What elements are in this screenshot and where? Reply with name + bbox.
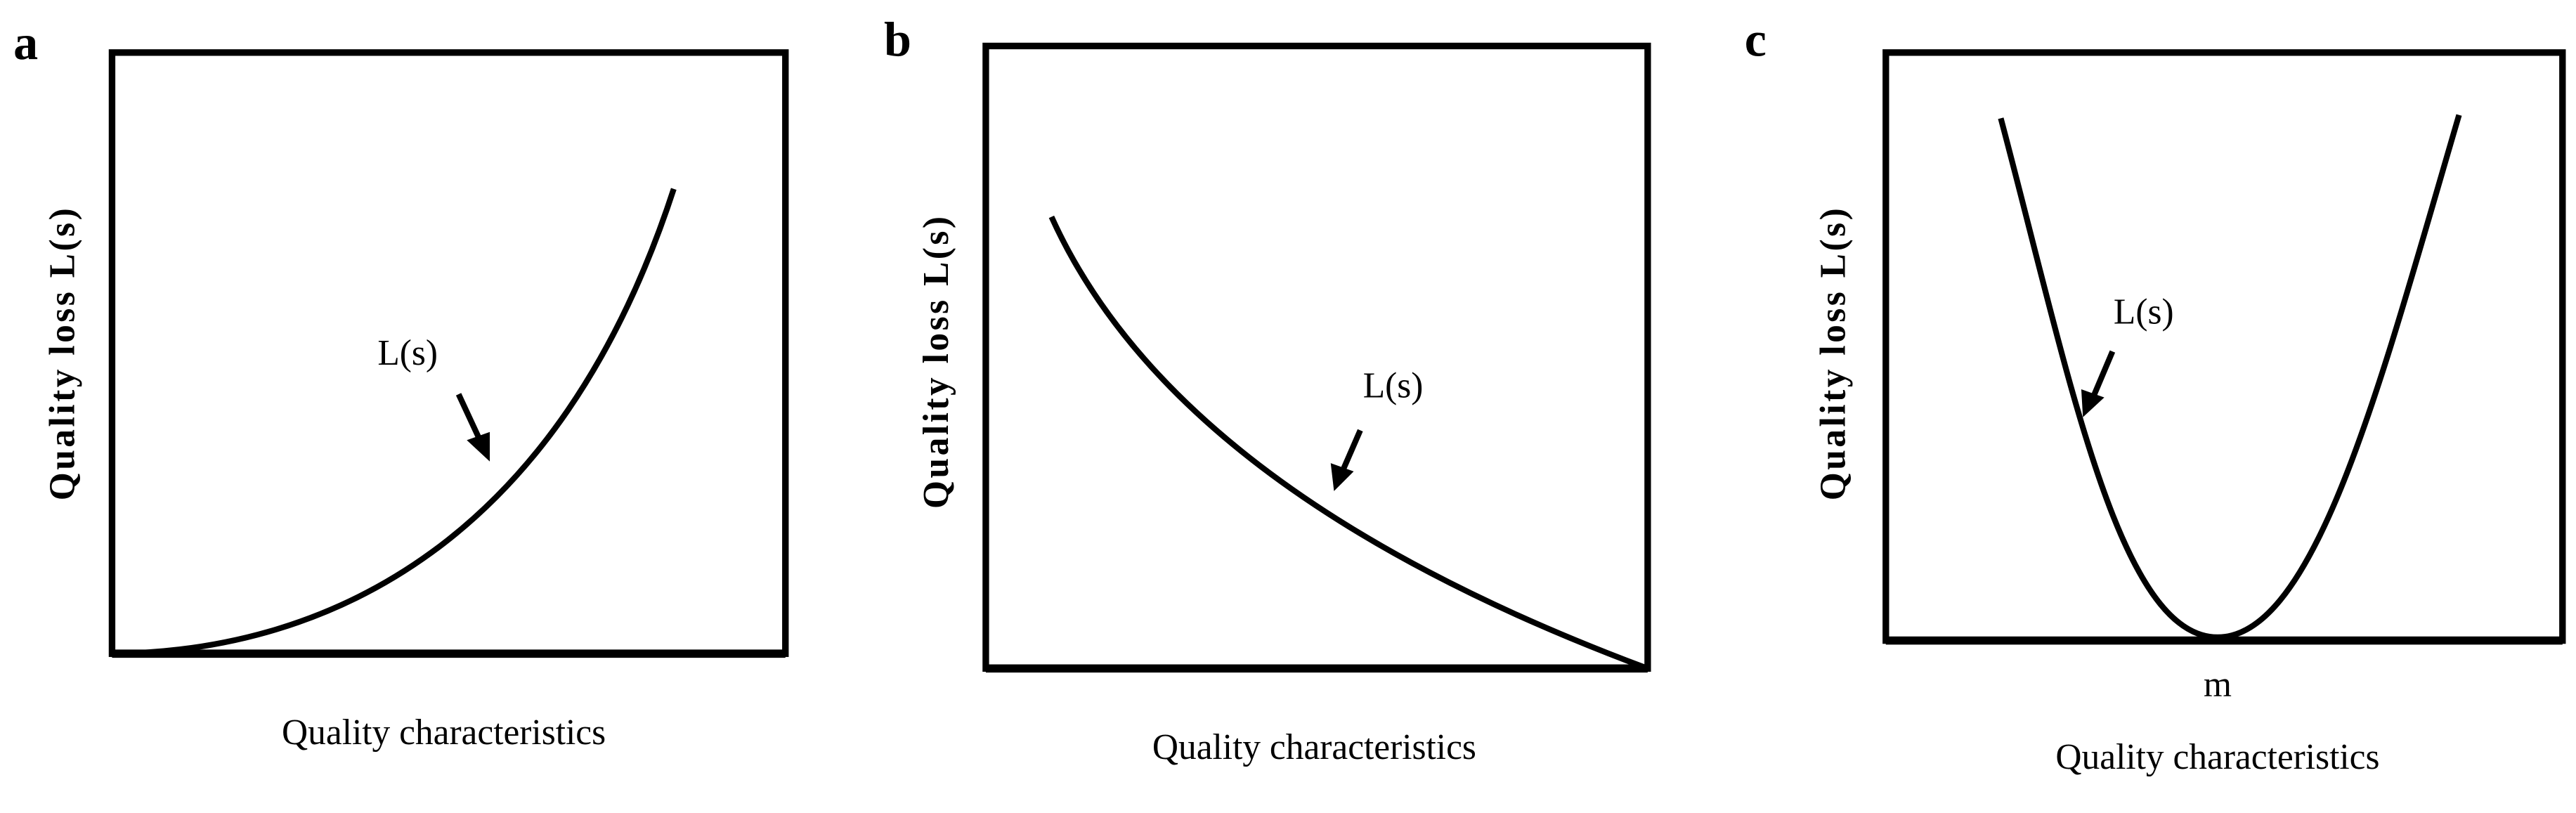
loss-curve <box>1048 215 1649 672</box>
y-axis-label: Quality loss L(s) <box>1813 206 1853 501</box>
curve-label: L(s) <box>377 333 438 373</box>
arrow <box>455 393 483 442</box>
curve-label: L(s) <box>1363 366 1424 406</box>
loss-curve <box>1998 114 2462 640</box>
x-axis-label: Quality characteristics <box>2055 737 2379 777</box>
panel-label: b <box>884 13 911 67</box>
plot-frame <box>108 49 789 657</box>
plot-frame <box>982 42 1651 672</box>
arrow-head <box>2081 389 2105 417</box>
plot-frame <box>1882 49 2566 644</box>
curve-label: L(s) <box>2114 292 2174 332</box>
x-axis-label: Quality characteristics <box>1152 727 1476 767</box>
arrow <box>2091 350 2116 396</box>
arrow-head <box>467 431 490 462</box>
panel-label: a <box>13 16 38 70</box>
loss-curve <box>115 188 677 657</box>
panel-label: c <box>1745 13 1767 67</box>
x-axis-label: Quality characteristics <box>282 713 606 753</box>
y-axis-label: Quality loss L(s) <box>916 214 956 509</box>
arrow <box>1341 429 1363 469</box>
panel-c: c Quality loss L(s) m Quality characteri… <box>1745 13 2566 777</box>
panel-a: a Quality loss L(s) Quality characterist… <box>13 16 789 753</box>
y-axis-label: Quality loss L(s) <box>43 206 83 501</box>
x-marker: m <box>2204 665 2232 705</box>
panel-b: b Quality loss L(s) Quality characterist… <box>884 13 1651 767</box>
arrow-head <box>1330 463 1354 491</box>
